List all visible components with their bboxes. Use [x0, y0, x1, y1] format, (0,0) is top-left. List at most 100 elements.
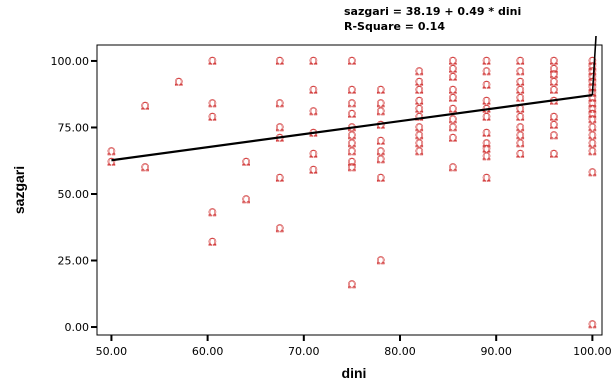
data-point: Ω [309, 107, 317, 118]
data-point: Ω [482, 139, 490, 150]
data-point: Ω [482, 112, 490, 123]
data-point: Ω [516, 104, 524, 115]
data-point: Ω [550, 150, 558, 161]
data-point: Ω [175, 78, 183, 89]
data-point: Ω [516, 94, 524, 105]
data-point: Ω [550, 78, 558, 89]
x-tick-label: 100.00 [573, 345, 611, 358]
data-point: Ω [348, 86, 356, 97]
data-point: Ω [482, 144, 490, 155]
data-point: Ω [309, 166, 317, 177]
data-point: Ω [309, 86, 317, 97]
data-point: Ω [276, 174, 284, 185]
data-point: Ω [242, 195, 250, 206]
data-point: Ω [276, 123, 284, 134]
data-point: Ω [377, 136, 385, 147]
y-axis-title: sazgari [11, 166, 27, 214]
data-point: Ω [550, 131, 558, 142]
data-point: Ω [588, 131, 596, 142]
annotation-connector [591, 35, 597, 96]
data-point: Ω [516, 56, 524, 67]
y-tick-label: 0.00 [65, 321, 90, 334]
data-point: Ω [449, 64, 457, 75]
data-point: Ω [377, 120, 385, 131]
data-point: Ω [482, 56, 490, 67]
data-point: Ω [377, 107, 385, 118]
data-point: Ω [377, 174, 385, 185]
data-point: Ω [377, 256, 385, 267]
data-point: Ω [516, 78, 524, 89]
y-tick-label: 25.00 [58, 255, 90, 268]
data-point: Ω [348, 163, 356, 174]
data-point: Ω [377, 86, 385, 97]
data-point: Ω [348, 139, 356, 150]
data-point: Ω [415, 131, 423, 142]
data-point: Ω [276, 224, 284, 235]
data-point: Ω [588, 72, 596, 83]
data-point: Ω [482, 67, 490, 78]
data-point: Ω [588, 99, 596, 110]
data-point: Ω [482, 96, 490, 107]
data-point: Ω [309, 56, 317, 67]
data-point: Ω [482, 174, 490, 185]
data-point: Ω [348, 99, 356, 110]
y-tick-label: 100.00 [51, 55, 90, 68]
data-point: Ω [449, 123, 457, 134]
data-point: Ω [242, 158, 250, 169]
data-point: Ω [348, 280, 356, 291]
data-point: Ω [588, 139, 596, 150]
data-point: Ω [550, 112, 558, 123]
x-tick-label: 70.00 [288, 345, 320, 358]
data-point: Ω [449, 134, 457, 145]
x-axis-title: dini [342, 365, 367, 381]
data-point: Ω [550, 96, 558, 107]
data-point: Ω [141, 102, 149, 113]
data-point: Ω [415, 96, 423, 107]
data-point: Ω [377, 99, 385, 110]
data-point: Ω [415, 104, 423, 115]
data-point: Ω [588, 320, 596, 331]
data-point: Ω [377, 147, 385, 158]
data-point: Ω [348, 131, 356, 142]
data-point: Ω [482, 80, 490, 91]
data-point: Ω [449, 72, 457, 83]
data-point: Ω [208, 112, 216, 123]
data-point: Ω [588, 115, 596, 126]
data-point: Ω [415, 139, 423, 150]
data-point: Ω [415, 78, 423, 89]
data-point: Ω [449, 163, 457, 174]
data-point: Ω [588, 94, 596, 105]
plot-area [96, 44, 603, 336]
data-point: Ω [550, 70, 558, 81]
data-point: Ω [550, 86, 558, 97]
data-point: Ω [276, 56, 284, 67]
x-tick-label: 80.00 [384, 345, 416, 358]
data-point: Ω [276, 99, 284, 110]
data-point: Ω [449, 115, 457, 126]
data-point: Ω [516, 86, 524, 97]
data-point: Ω [415, 147, 423, 158]
data-point: Ω [516, 131, 524, 142]
data-point: Ω [415, 123, 423, 134]
data-point: Ω [208, 208, 216, 219]
data-point: Ω [415, 67, 423, 78]
data-point: Ω [348, 56, 356, 67]
data-point: Ω [348, 110, 356, 121]
x-tick-label: 60.00 [192, 345, 224, 358]
data-point: Ω [550, 64, 558, 75]
data-point: Ω [516, 139, 524, 150]
data-point: Ω [107, 147, 115, 158]
data-point: Ω [588, 110, 596, 121]
data-point: Ω [449, 86, 457, 97]
data-point: Ω [348, 158, 356, 169]
data-point: Ω [348, 147, 356, 158]
data-point: Ω [550, 120, 558, 131]
data-point: Ω [588, 168, 596, 179]
data-point: Ω [208, 237, 216, 248]
data-point: Ω [309, 150, 317, 161]
x-axis: 50.00 60.00 70.00 80.00 90.00 100.00 [96, 335, 611, 358]
r-square-annotation: R-Square = 0.14 [344, 20, 445, 33]
data-point: Ω [208, 99, 216, 110]
data-point: Ω [516, 150, 524, 161]
